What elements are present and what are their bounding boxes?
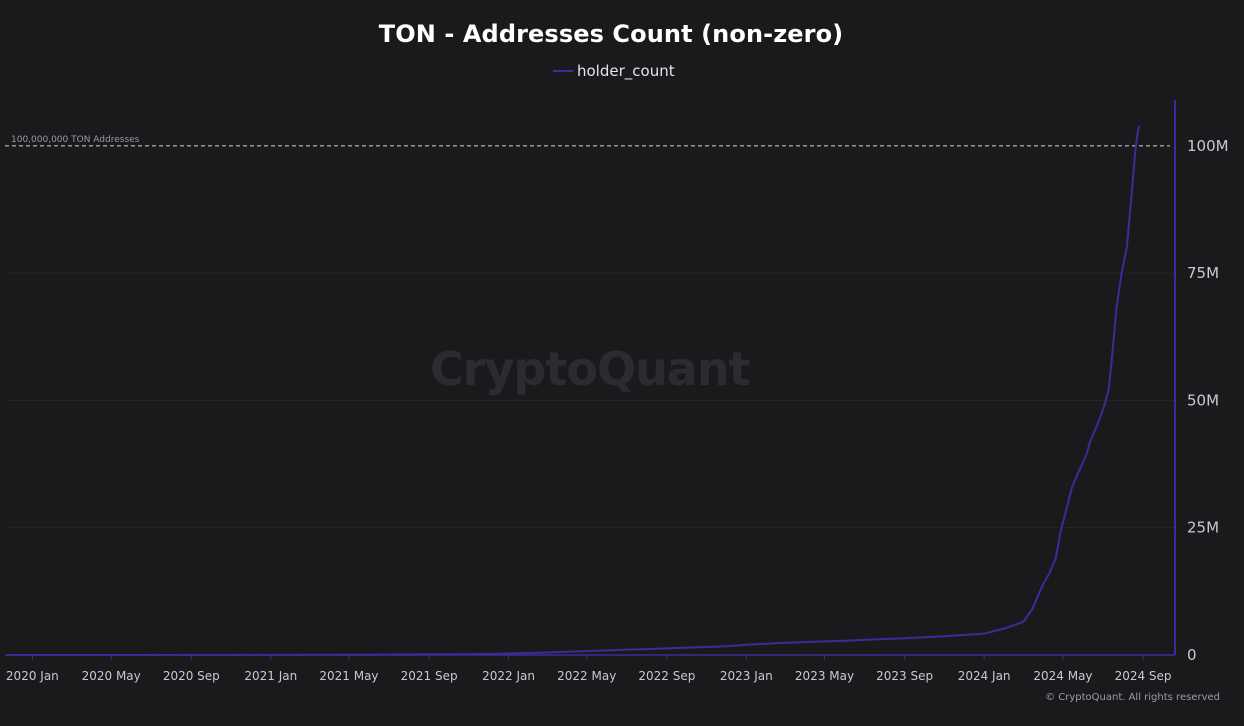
x-tick-label-3: 2021 Jan xyxy=(244,669,297,683)
y-tick-label-1: 25M xyxy=(1187,519,1219,537)
series-layer xyxy=(6,125,1141,656)
axes: 0 25M 50M 75M 100M 2020 Jan 2020 May 2020 Sep 20… xyxy=(5,100,1229,683)
x-tick-label-11: 2023 Sep xyxy=(876,669,933,683)
threshold-label-0: 100,000,000 TON Addresses xyxy=(11,135,140,145)
y-tick-label-0: 0 xyxy=(1187,646,1197,664)
x-tick-label-9: 2023 Jan xyxy=(720,669,773,683)
x-tick-label-10: 2023 May xyxy=(795,669,854,683)
x-tick-label-6: 2022 Jan xyxy=(482,669,535,683)
x-tick-label-13: 2024 May xyxy=(1033,669,1092,683)
grid-lines xyxy=(5,272,1175,529)
x-tick-label-14: 2024 Sep xyxy=(1115,669,1172,683)
y-tick-label-2: 50M xyxy=(1187,391,1219,409)
x-tick-label-12: 2024 Jan xyxy=(958,669,1011,683)
x-tick-label-5: 2021 Sep xyxy=(401,669,458,683)
legend-label-holder-count: holder_count xyxy=(577,62,675,80)
threshold-annotation: 100,000,000 TON Addresses xyxy=(5,135,1170,147)
series-line-holder_count[interactable] xyxy=(6,125,1141,656)
x-tick-label-1: 2020 May xyxy=(82,669,141,683)
x-tick-label-0: 2020 Jan xyxy=(6,669,59,683)
x-tick-label-4: 2021 May xyxy=(319,669,378,683)
x-tick-label-7: 2022 May xyxy=(557,669,616,683)
x-tick-label-2: 2020 Sep xyxy=(163,669,220,683)
copyright-notice: © CryptoQuant. All rights reserved xyxy=(1045,692,1220,703)
chart-title: TON - Addresses Count (non-zero) xyxy=(378,20,844,48)
y-tick-label-3: 75M xyxy=(1187,264,1219,282)
legend-swatch-holder-count xyxy=(553,70,573,72)
x-tick-label-8: 2022 Sep xyxy=(638,669,695,683)
chart-legend[interactable]: holder_count xyxy=(553,62,675,80)
y-tick-label-4: 100M xyxy=(1187,137,1229,155)
watermark-logo: CryptoQuant xyxy=(430,342,751,396)
